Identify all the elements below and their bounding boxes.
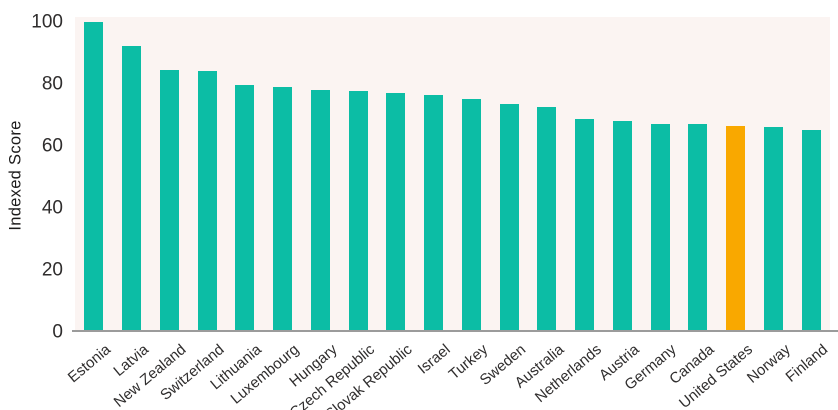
x-tick-label: Finland [782,341,832,386]
bar-united-states [726,125,746,332]
bar-slot: Finland [782,17,831,386]
bar-sweden [499,103,519,332]
x-axis-line [72,330,838,332]
bar-lithuania [235,85,255,332]
y-axis-title: Indexed Score [6,119,25,231]
bar-turkey [461,99,481,332]
bar-norway [763,127,783,332]
y-tick-label: 100 [31,11,63,33]
bar-slot: Latvia [110,17,152,380]
y-tick-label: 20 [41,259,63,281]
bar-canada [688,124,708,332]
bar-slot: Austria [596,17,642,384]
bar-slot: Turkey [446,17,491,383]
bar-switzerland [197,71,217,332]
bar-czech-republic [348,91,368,332]
y-tick-label: 0 [52,321,63,343]
bar-slovak-republic [386,93,406,332]
bar-slot: Netherlands [532,17,605,406]
y-tick-label: 40 [41,197,63,219]
bar-israel [424,94,444,332]
bar-new-zealand [159,69,179,332]
bar-hungary [310,89,330,332]
bar-slot: Estonia [65,17,114,386]
bar-luxembourg [273,86,293,332]
bar-slot: Israel [415,17,454,378]
bar-slot: New Zealand [111,17,189,410]
y-tick-label: 80 [41,73,63,95]
bar-austria [612,120,632,332]
plot-area: Estonia Latvia New Zealand Switzerland Lithu… [31,12,831,410]
bar-australia [537,107,557,332]
bar-slot: Luxembourg [228,17,303,408]
bar-slot: United States [676,17,756,410]
bar-slot: Sweden [477,17,529,389]
bar-finland [801,130,821,332]
y-axis-title-container: Indexed Score [2,60,30,290]
bar-germany [650,124,670,332]
bar-slot: Norway [743,17,793,387]
bar-netherlands [575,119,595,332]
bar-slot: Slovak Republic [322,17,416,410]
bar-latvia [122,46,142,332]
bar-slot: Germany [622,17,680,394]
bar-slot: Hungary [286,17,340,390]
bar-slot: Lithuania [207,17,265,393]
bar-slot: Czech Republic [287,17,378,410]
x-tick-label: Estonia [64,341,114,387]
bar-slot: Australia [511,17,567,392]
bar-slot: Canada [667,17,718,388]
y-tick-label: 60 [41,135,63,157]
bar-slot: Switzerland [157,17,227,404]
bar-estonia [84,21,104,332]
